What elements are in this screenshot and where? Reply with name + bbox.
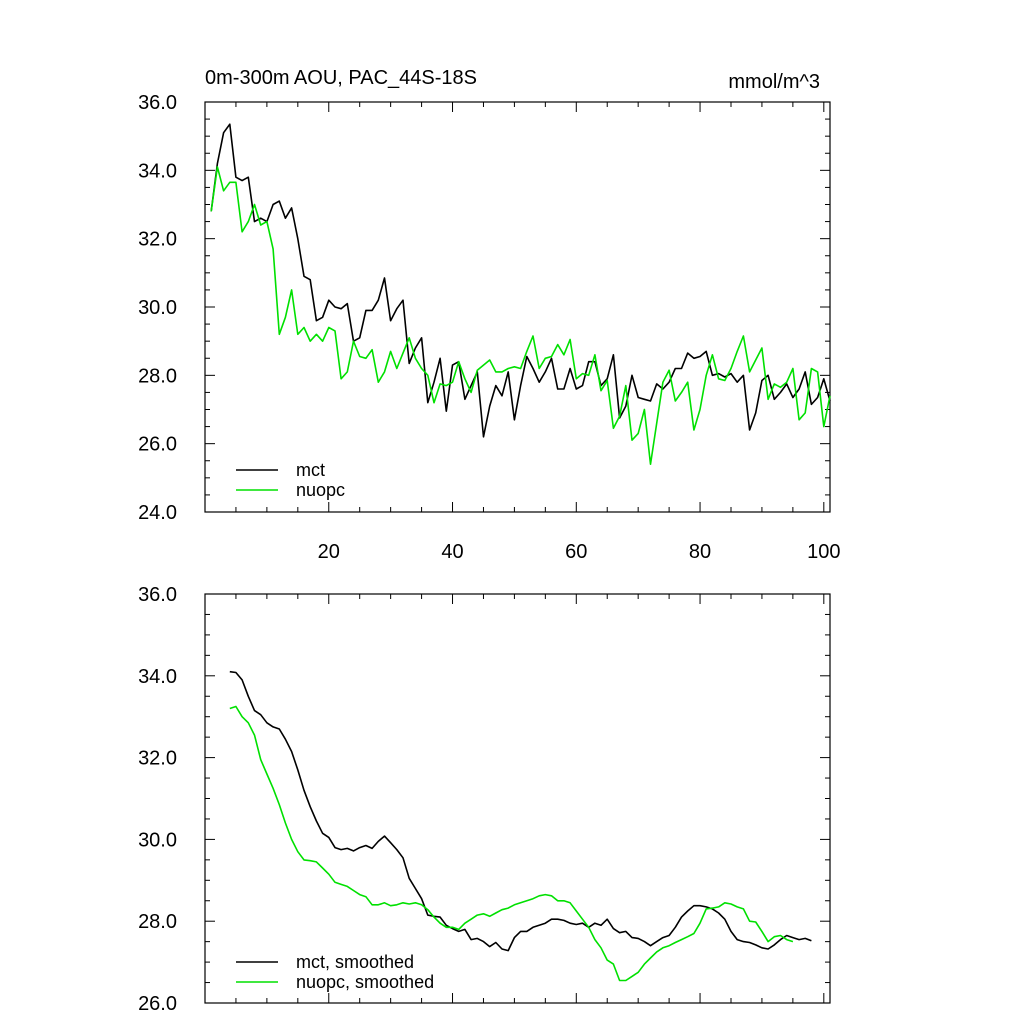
x-tick-label: 40 [441, 541, 463, 563]
chart-title: 0m-300m AOU, PAC_44S-18S [205, 67, 477, 89]
legend-label: nuopc [296, 480, 345, 500]
series-line-mct [210, 123, 831, 438]
units-label: mmol/m^3 [728, 71, 820, 93]
y-tick-label: 34.0 [138, 160, 177, 182]
y-tick-label: 30.0 [138, 297, 177, 319]
series-line-mct-smoothed [229, 670, 812, 952]
plot-frame [204, 101, 831, 513]
legend-label: mct [296, 460, 325, 480]
y-tick-label: 36.0 [138, 584, 177, 606]
y-tick-label: 30.0 [138, 829, 177, 851]
y-tick-label: 34.0 [138, 666, 177, 688]
y-tick-label: 24.0 [138, 502, 177, 524]
plot-frame [204, 593, 831, 1004]
legend-label: nuopc, smoothed [296, 972, 434, 992]
x-tick-label: 60 [565, 541, 587, 563]
legend-label: mct, smoothed [296, 952, 414, 972]
x-tick-label: 20 [318, 541, 340, 563]
y-tick-label: 26.0 [138, 434, 177, 456]
y-tick-label: 26.0 [138, 993, 177, 1015]
x-tick-label: 80 [689, 541, 711, 563]
x-tick-label: 100 [807, 541, 840, 563]
y-tick-label: 36.0 [138, 92, 177, 114]
series-line-nuopc [210, 166, 831, 466]
top-panel: 24.0 26.0 28.0 30.0 32.0 34.0 36.0 20 40 60 80 100 0… [138, 67, 840, 563]
series-line-nuopc-smoothed [229, 705, 794, 982]
bottom-panel: 26.0 28.0 30.0 32.0 34.0 36.0 mct, smoothednuo… [138, 584, 831, 1015]
y-tick-label: 32.0 [138, 748, 177, 770]
y-tick-label: 32.0 [138, 229, 177, 251]
y-tick-label: 28.0 [138, 911, 177, 933]
y-tick-label: 28.0 [138, 365, 177, 387]
